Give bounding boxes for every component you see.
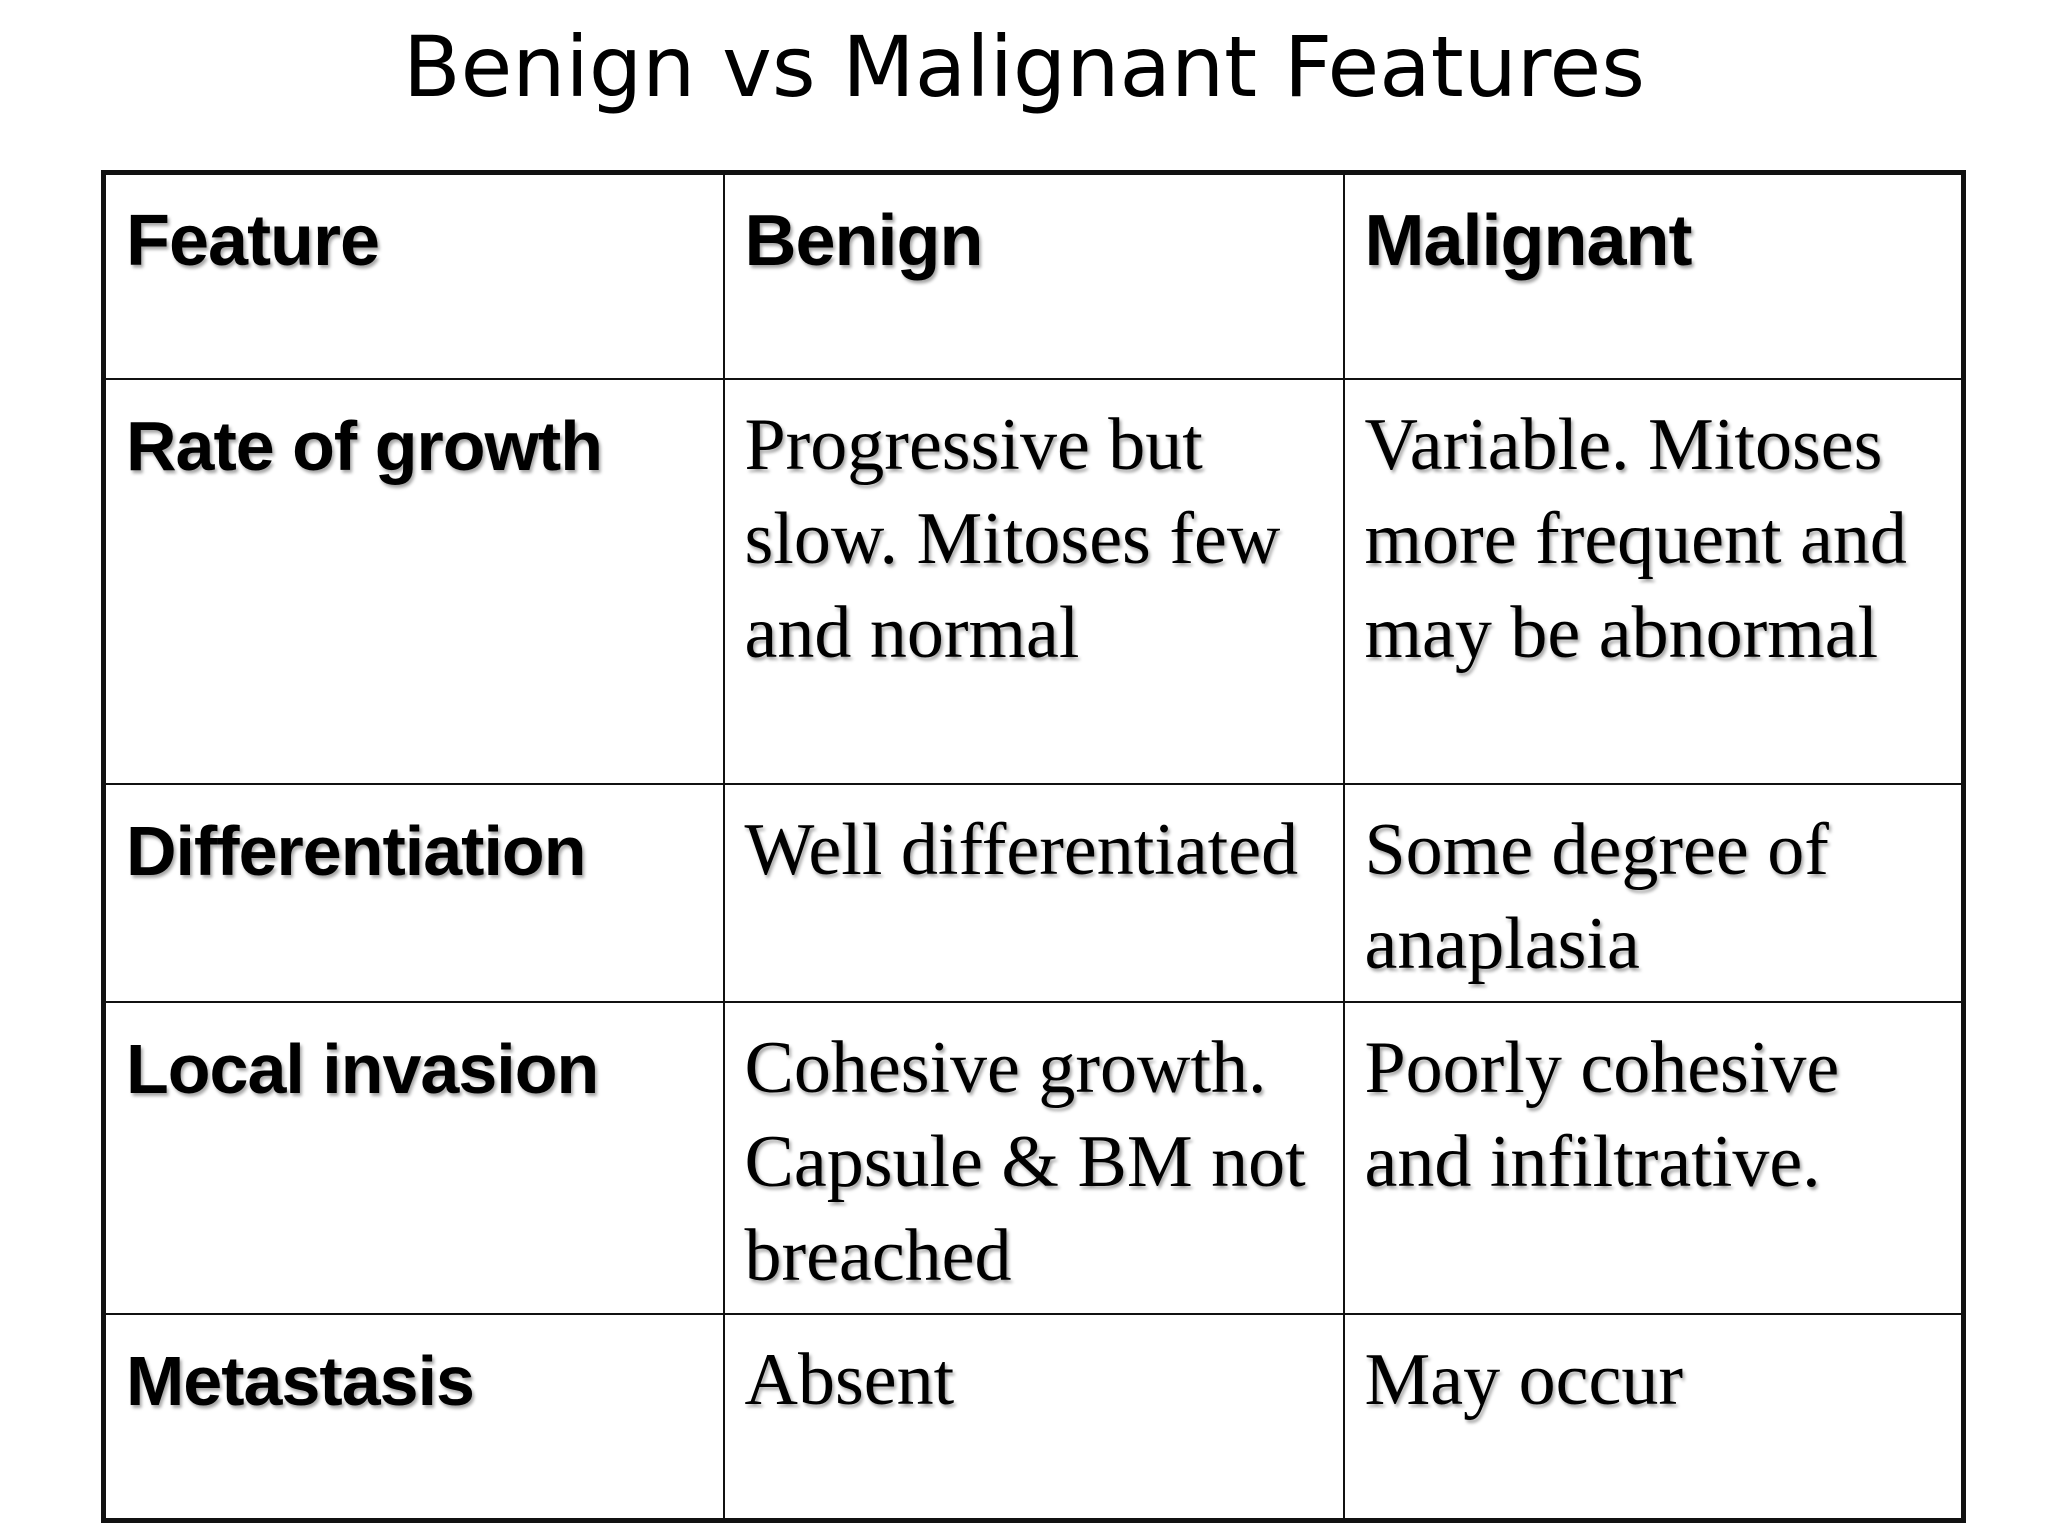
slide-title: Benign vs Malignant Features: [402, 18, 1646, 116]
header-malignant: Malignant: [1342, 171, 1965, 380]
malignant-cell: Variable. Mitoses more frequent and may …: [1342, 378, 1965, 785]
feature-cell: Metastasis: [102, 1313, 725, 1522]
feature-cell: Differentiation: [102, 783, 725, 1003]
table-row: Local invasion Cohesive growth. Capsule …: [102, 1001, 1965, 1315]
comparison-table: Feature Benign Malignant Rate of growth …: [101, 170, 1966, 1523]
benign-cell: Progressive but slow. Mitoses few and no…: [722, 378, 1345, 785]
feature-cell: Local invasion: [102, 1001, 725, 1315]
malignant-cell: May occur: [1342, 1313, 1965, 1522]
table-row: Rate of growth Progressive but slow. Mit…: [102, 378, 1965, 785]
benign-cell: Cohesive growth. Capsule & BM not breach…: [722, 1001, 1345, 1315]
benign-cell: Well differentiated: [722, 783, 1345, 1003]
header-feature: Feature: [102, 171, 725, 380]
malignant-cell: Some degree of anaplasia: [1342, 783, 1965, 1003]
benign-cell: Absent: [722, 1313, 1345, 1522]
malignant-cell: Poorly cohesive and infiltrative.: [1342, 1001, 1965, 1315]
table-row: Metastasis Absent May occur: [102, 1313, 1965, 1522]
header-benign: Benign: [722, 171, 1345, 380]
table-header-row: Feature Benign Malignant: [102, 171, 1965, 380]
table-row: Differentiation Well differentiated Some…: [102, 783, 1965, 1003]
feature-cell: Rate of growth: [102, 378, 725, 785]
